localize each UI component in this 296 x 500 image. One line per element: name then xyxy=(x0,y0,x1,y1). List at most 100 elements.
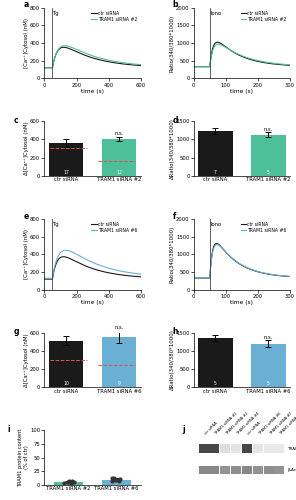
Text: TRAM1 siRNA #1: TRAM1 siRNA #1 xyxy=(214,411,239,435)
Text: Iono: Iono xyxy=(211,11,222,16)
TRAM1 siRNA #6 xyxy=(64,247,67,253)
Bar xyxy=(274,444,284,453)
Bar xyxy=(251,344,286,388)
Line: TRAM1 siRNA #6: TRAM1 siRNA #6 xyxy=(44,250,141,278)
TRAM1 siRNA #2 xyxy=(99,55,102,61)
Bar xyxy=(198,131,233,176)
ctr siRNA xyxy=(101,58,105,64)
TRAM1 siRNA #2 xyxy=(104,56,108,62)
Bar xyxy=(263,444,274,453)
Text: d: d xyxy=(173,116,178,125)
Bar xyxy=(242,466,252,474)
Text: ctr siRNA: ctr siRNA xyxy=(247,420,262,435)
Text: n.s.: n.s. xyxy=(115,131,124,136)
Text: g: g xyxy=(14,327,19,336)
Point xyxy=(118,475,123,483)
Bar xyxy=(49,341,83,388)
TRAM1 siRNA #2 xyxy=(262,59,266,65)
TRAM1 siRNA #6 xyxy=(262,270,265,276)
ctr siRNA xyxy=(204,275,207,281)
ctr siRNA xyxy=(116,272,119,278)
Bar xyxy=(49,143,83,176)
Text: TRAM1 siRNA #4: TRAM1 siRNA #4 xyxy=(236,411,260,435)
Bar xyxy=(199,444,208,453)
Bar xyxy=(251,134,286,176)
ctr siRNA xyxy=(223,44,227,50)
X-axis label: time (s): time (s) xyxy=(81,89,104,94)
TRAM1 siRNA #2 xyxy=(116,59,119,65)
ctr siRNA xyxy=(192,275,196,281)
Text: Tg: Tg xyxy=(53,222,60,228)
TRAM1 siRNA #6 xyxy=(253,268,256,274)
Y-axis label: [Ca²⁺]Cytosol (nM): [Ca²⁺]Cytosol (nM) xyxy=(24,18,29,68)
Bar xyxy=(102,139,136,176)
Text: b: b xyxy=(173,0,178,10)
ctr siRNA xyxy=(126,62,129,68)
Text: n.s.: n.s. xyxy=(264,335,273,340)
TRAM1 siRNA #6 xyxy=(204,275,207,281)
TRAM1 siRNA #2 xyxy=(192,64,196,70)
Text: 7: 7 xyxy=(214,170,217,175)
Text: TRAM1: TRAM1 xyxy=(287,447,296,451)
Line: TRAM1 siRNA #2: TRAM1 siRNA #2 xyxy=(194,44,290,66)
TRAM1 siRNA #6 xyxy=(116,268,119,274)
TRAM1 siRNA #6 xyxy=(43,275,46,281)
Y-axis label: Δ[Ca²⁺]Cytosol (nM): Δ[Ca²⁺]Cytosol (nM) xyxy=(24,333,29,387)
TRAM1 siRNA #2 xyxy=(216,41,220,47)
Text: j: j xyxy=(182,424,185,434)
ctr siRNA xyxy=(62,254,65,260)
Y-axis label: Ratio(340/380*1000): Ratio(340/380*1000) xyxy=(170,226,175,283)
TRAM1 siRNA #6 xyxy=(223,248,227,254)
Text: 17: 17 xyxy=(63,170,69,175)
TRAM1 siRNA #6 xyxy=(192,275,196,281)
Point xyxy=(112,474,116,482)
Y-axis label: [Ca²⁺]Cytosol (nM): [Ca²⁺]Cytosol (nM) xyxy=(24,230,29,280)
Point xyxy=(66,478,71,486)
Bar xyxy=(102,480,131,485)
Text: 5: 5 xyxy=(214,382,217,386)
Bar xyxy=(199,466,208,474)
Text: ctr siRNA: ctr siRNA xyxy=(204,420,218,435)
Legend: ctr siRNA, TRAM1 siRNA #6: ctr siRNA, TRAM1 siRNA #6 xyxy=(90,221,139,234)
Bar xyxy=(102,336,136,388)
ctr siRNA xyxy=(104,58,108,64)
ctr siRNA xyxy=(49,276,52,282)
Bar xyxy=(231,466,241,474)
Text: 9: 9 xyxy=(118,382,120,386)
Point xyxy=(113,476,118,484)
Text: TRAM1 siRNA #6: TRAM1 siRNA #6 xyxy=(258,411,282,435)
X-axis label: time (s): time (s) xyxy=(230,89,253,94)
ctr siRNA xyxy=(262,270,265,276)
Point xyxy=(116,477,121,485)
Point xyxy=(109,476,114,484)
Text: n.s.: n.s. xyxy=(264,127,273,132)
Bar xyxy=(274,466,284,474)
Text: TRAM1 siRNA #2: TRAM1 siRNA #2 xyxy=(225,411,250,435)
Line: TRAM1 siRNA #6: TRAM1 siRNA #6 xyxy=(194,244,290,278)
TRAM1 siRNA #6 xyxy=(126,270,129,276)
Bar xyxy=(54,482,83,485)
Point xyxy=(114,476,119,484)
Line: ctr siRNA: ctr siRNA xyxy=(44,256,141,279)
Y-axis label: Ratio(340/380*1000): Ratio(340/380*1000) xyxy=(170,14,175,72)
Point xyxy=(109,474,114,482)
Point xyxy=(69,480,73,488)
Text: e: e xyxy=(23,212,28,221)
TRAM1 siRNA #6 xyxy=(230,255,234,261)
Bar xyxy=(209,444,219,453)
Point xyxy=(61,479,66,487)
TRAM1 siRNA #2 xyxy=(139,62,142,68)
ctr siRNA xyxy=(215,240,218,246)
ctr siRNA xyxy=(62,44,65,51)
TRAM1 siRNA #2 xyxy=(49,65,52,71)
Line: ctr siRNA: ctr siRNA xyxy=(44,48,141,68)
Y-axis label: ΔRatio(340/380*1000): ΔRatio(340/380*1000) xyxy=(170,118,175,179)
Bar xyxy=(198,338,233,388)
TRAM1 siRNA #6 xyxy=(288,274,292,280)
Bar xyxy=(220,466,230,474)
ctr siRNA xyxy=(230,48,234,54)
TRAM1 siRNA #2 xyxy=(223,44,227,50)
Line: TRAM1 siRNA #2: TRAM1 siRNA #2 xyxy=(44,46,141,68)
Y-axis label: ΔRatio(340/380*1000): ΔRatio(340/380*1000) xyxy=(170,330,175,390)
TRAM1 siRNA #6 xyxy=(49,275,52,281)
